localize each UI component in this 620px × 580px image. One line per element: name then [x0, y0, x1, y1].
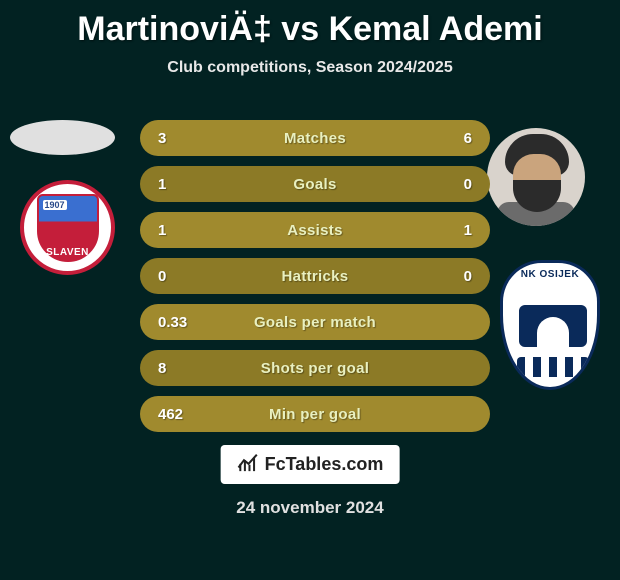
stat-right-value: 0	[422, 176, 472, 193]
stat-left-value: 3	[158, 130, 208, 147]
page-title: MartinoviÄ‡ vs Kemal Ademi	[0, 0, 620, 49]
stat-left-value: 0.33	[158, 314, 208, 331]
date-label: 24 november 2024	[0, 498, 620, 518]
player1-club-crest: 1907 SLAVEN	[20, 180, 115, 275]
player2-club-name: NK OSIJEK	[503, 269, 597, 280]
stat-label: Shots per goal	[208, 360, 422, 377]
stat-label: Min per goal	[208, 406, 422, 423]
stat-label: Goals per match	[208, 314, 422, 331]
stat-right-value: 0	[422, 268, 472, 285]
player1-club-year: 1907	[43, 200, 67, 210]
stat-row: 1Goals0	[140, 166, 490, 202]
stat-label: Goals	[208, 176, 422, 193]
stat-label: Matches	[208, 130, 422, 147]
brand-logo: FcTables.com	[221, 445, 400, 484]
stat-right-value: 6	[422, 130, 472, 147]
stat-row: 0Hattricks0	[140, 258, 490, 294]
stats-container: 3Matches61Goals01Assists10Hattricks00.33…	[140, 120, 490, 442]
stat-left-value: 0	[158, 268, 208, 285]
stat-row: 3Matches6	[140, 120, 490, 156]
stat-left-value: 462	[158, 406, 208, 423]
stat-label: Assists	[208, 222, 422, 239]
stat-row: 0.33Goals per match	[140, 304, 490, 340]
player2-avatar	[487, 128, 585, 226]
page-subtitle: Club competitions, Season 2024/2025	[0, 59, 620, 77]
stat-right-value: 1	[422, 222, 472, 239]
stat-left-value: 8	[158, 360, 208, 377]
brand-text: FcTables.com	[265, 454, 384, 475]
player2-club-crest: NK OSIJEK	[500, 260, 600, 390]
player1-avatar	[10, 120, 115, 155]
chart-icon	[237, 451, 259, 478]
stat-row: 8Shots per goal	[140, 350, 490, 386]
player1-club-name: SLAVEN	[39, 247, 97, 258]
stat-left-value: 1	[158, 222, 208, 239]
stat-row: 462Min per goal	[140, 396, 490, 432]
stat-label: Hattricks	[208, 268, 422, 285]
stat-left-value: 1	[158, 176, 208, 193]
stat-row: 1Assists1	[140, 212, 490, 248]
